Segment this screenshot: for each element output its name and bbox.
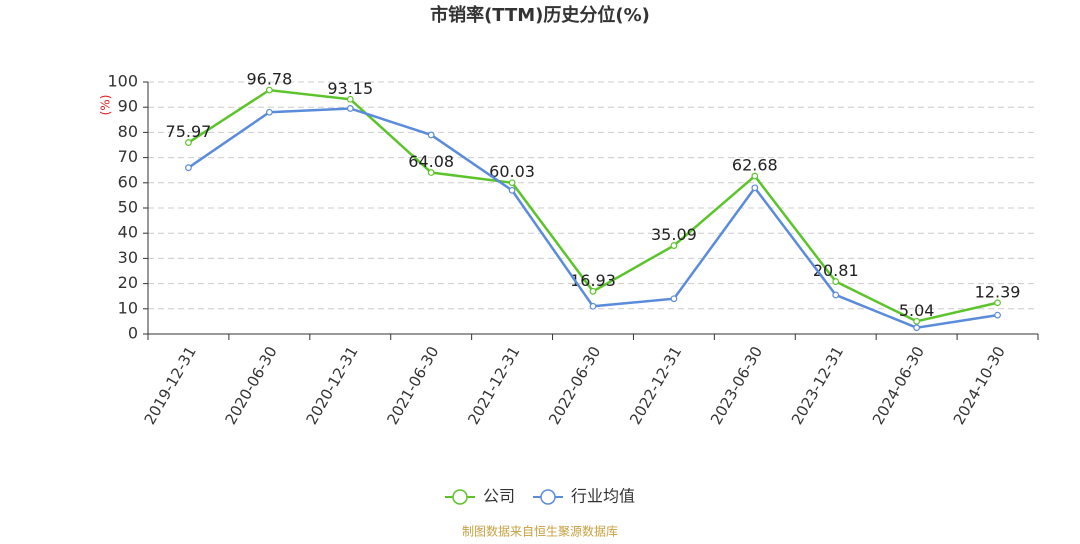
legend-label: 公司	[483, 487, 515, 506]
y-axis-label: (%)	[99, 95, 113, 116]
data-label: 5.04	[899, 301, 935, 320]
y-tick-label: 20	[118, 273, 138, 292]
data-label: 16.93	[570, 271, 616, 290]
x-tick-label: 2021-06-30	[383, 343, 442, 428]
y-tick-label: 0	[128, 324, 138, 343]
data-label: 93.15	[327, 79, 373, 98]
data-point	[589, 287, 597, 295]
x-tick-label: 2024-10-30	[950, 343, 1009, 428]
x-tick-label: 2022-12-31	[626, 343, 685, 428]
data-point	[913, 317, 921, 325]
data-point	[346, 95, 354, 103]
y-tick-label: 60	[118, 172, 138, 191]
x-tick-label: 2022-06-30	[545, 343, 604, 428]
x-tick-label: 2020-06-30	[222, 343, 281, 428]
source-note: 制图数据来自恒生聚源数据库	[462, 524, 618, 539]
y-tick-label: 50	[118, 198, 138, 217]
data-point	[265, 108, 273, 116]
data-label: 35.09	[651, 225, 697, 244]
data-point	[832, 291, 840, 299]
x-tick-label: 2024-06-30	[869, 343, 928, 428]
data-point	[994, 299, 1001, 307]
legend-label: 行业均值	[571, 487, 635, 506]
chart-title: 市销率(TTM)历史分位(%)	[430, 4, 650, 26]
y-tick-label: 100	[107, 72, 138, 91]
legend-item[interactable]: 公司	[445, 487, 515, 506]
legend-item[interactable]: 行业均值	[533, 487, 635, 506]
data-point	[670, 242, 678, 249]
data-point	[508, 179, 516, 187]
data-point	[185, 164, 192, 172]
data-point	[265, 86, 273, 94]
data-point	[427, 131, 435, 139]
x-tick-label: 2019-12-31	[141, 343, 200, 428]
data-point	[508, 186, 516, 194]
data-point	[751, 184, 759, 192]
x-tick-label: 2021-12-31	[464, 343, 523, 428]
data-point	[994, 311, 1001, 319]
data-label: 75.97	[166, 122, 212, 141]
x-tick-label: 2023-06-30	[707, 343, 766, 428]
data-point	[832, 278, 840, 285]
legend-marker	[540, 489, 556, 505]
data-point	[427, 169, 435, 176]
data-point	[913, 324, 921, 332]
data-point	[185, 139, 192, 146]
y-tick-label: 10	[118, 298, 138, 317]
y-tick-label: 30	[118, 248, 138, 267]
data-label: 62.68	[732, 156, 778, 175]
data-point	[589, 302, 597, 310]
series-line	[187, 107, 998, 329]
x-tick-label: 2020-12-31	[302, 343, 361, 428]
data-label: 60.03	[489, 162, 535, 181]
legend-marker	[452, 489, 468, 505]
y-tick-label: 70	[118, 147, 138, 166]
data-label: 20.81	[813, 261, 859, 280]
data-label: 64.08	[408, 152, 454, 171]
data-label: 12.39	[975, 282, 1021, 301]
y-tick-label: 90	[118, 97, 138, 116]
y-tick-label: 80	[118, 122, 138, 141]
data-label: 96.78	[246, 70, 292, 89]
data-point	[670, 295, 678, 303]
data-point	[751, 172, 759, 180]
x-tick-label: 2023-12-31	[788, 343, 847, 428]
y-tick-label: 40	[118, 223, 138, 242]
data-point	[346, 105, 354, 112]
